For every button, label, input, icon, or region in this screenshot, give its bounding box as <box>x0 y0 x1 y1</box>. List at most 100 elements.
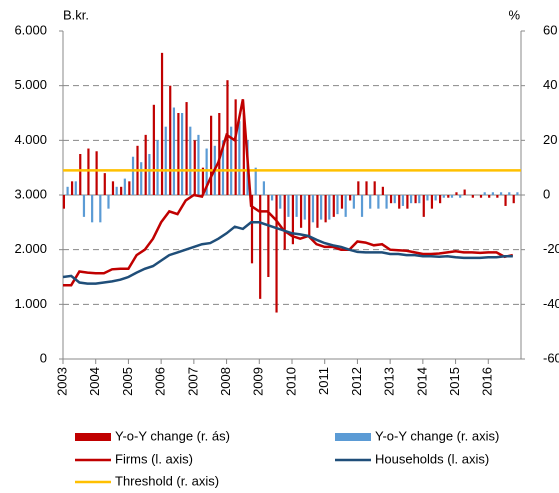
legend-label: Firms (l. axis) <box>115 451 193 466</box>
bar <box>210 115 213 195</box>
bar <box>185 102 188 195</box>
bar <box>259 195 262 299</box>
x-tick-label: 2004 <box>87 367 102 396</box>
y2-axis-label: % <box>508 7 520 22</box>
x-tick-label: 2007 <box>185 367 200 396</box>
bar <box>488 195 491 198</box>
bar <box>160 52 164 195</box>
y2-tick-label: -60 <box>543 350 559 365</box>
bar <box>242 113 245 195</box>
bar <box>201 167 205 195</box>
bar <box>95 151 98 195</box>
legend-label: Threshold (r. axis) <box>115 473 219 488</box>
bar <box>287 195 290 217</box>
bar <box>128 181 131 195</box>
bar <box>311 195 315 223</box>
bar <box>320 195 323 220</box>
bar <box>226 80 229 195</box>
bar <box>62 195 65 209</box>
bar <box>357 181 360 195</box>
x-tick-label: 2014 <box>414 367 429 396</box>
bar <box>434 195 437 201</box>
bar <box>422 195 425 217</box>
bar <box>450 195 454 198</box>
bar <box>66 186 69 195</box>
y-tick-label: 1.000 <box>14 296 47 311</box>
bar <box>401 195 405 206</box>
bar <box>373 181 376 195</box>
bar <box>221 140 225 195</box>
y2-tick-label: 60 <box>543 22 557 37</box>
bar <box>369 195 372 209</box>
x-tick-label: 2003 <box>54 367 69 396</box>
bar <box>455 192 458 195</box>
bar <box>303 195 306 220</box>
bar <box>270 195 274 201</box>
bar <box>131 156 135 195</box>
bar <box>230 126 233 195</box>
bar <box>283 195 286 250</box>
bar <box>398 195 401 209</box>
bar <box>218 113 221 195</box>
legend-label: Y-o-Y change (r. ás) <box>115 428 230 443</box>
x-tick-label: 2006 <box>153 367 168 396</box>
bar <box>140 162 143 195</box>
legend-swatch <box>335 433 371 441</box>
bar <box>499 192 503 195</box>
bar <box>439 195 442 204</box>
bar <box>144 134 147 195</box>
bar <box>164 126 167 195</box>
bar <box>393 195 396 204</box>
bar <box>148 154 151 195</box>
bar <box>479 195 483 198</box>
bar <box>295 195 298 217</box>
bar <box>442 195 445 198</box>
x-tick-label: 2010 <box>283 367 298 396</box>
bar <box>377 195 380 209</box>
y2-tick-label: 40 <box>543 77 557 92</box>
bar <box>123 178 126 195</box>
bar <box>471 195 474 198</box>
bar <box>205 148 208 195</box>
y2-tick-label: 20 <box>543 132 557 147</box>
bar <box>115 186 118 195</box>
bar <box>299 195 303 228</box>
bar <box>82 195 86 217</box>
legend-swatch <box>75 433 111 441</box>
bar <box>504 195 507 206</box>
bar <box>385 195 388 209</box>
y-tick-label: 0 <box>40 350 47 365</box>
bar <box>406 195 409 209</box>
bar <box>381 186 384 195</box>
bar <box>111 181 115 195</box>
bar <box>414 195 417 204</box>
bar <box>107 195 110 209</box>
y-tick-label: 3.000 <box>14 186 47 201</box>
y-tick-label: 5.000 <box>14 77 47 92</box>
bar <box>316 195 319 228</box>
bar <box>447 195 450 198</box>
bar <box>324 195 327 223</box>
y-tick-label: 4.000 <box>14 132 47 147</box>
bar <box>389 195 393 204</box>
bar <box>491 192 494 195</box>
bar <box>352 195 355 209</box>
bar <box>70 181 74 195</box>
bar <box>181 113 184 195</box>
bar <box>279 195 282 209</box>
bar <box>291 195 294 245</box>
bar <box>87 148 90 195</box>
bar <box>74 181 77 195</box>
bar <box>79 154 82 195</box>
bar <box>103 173 106 195</box>
bar <box>197 134 200 195</box>
bar <box>328 195 331 220</box>
bar <box>172 107 176 195</box>
bar <box>426 195 429 201</box>
y-tick-label: 2.000 <box>14 241 47 256</box>
bar <box>483 192 486 195</box>
x-tick-label: 2009 <box>251 367 266 396</box>
bar <box>254 167 257 195</box>
bar <box>463 189 466 195</box>
